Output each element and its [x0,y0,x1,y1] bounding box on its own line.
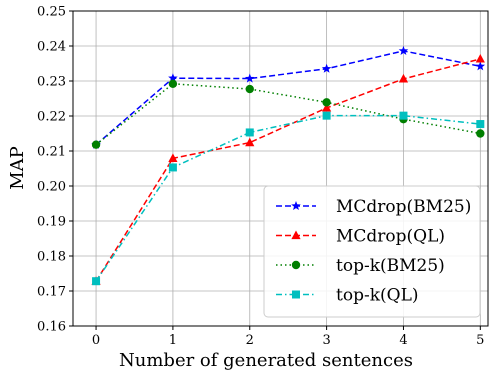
y-tick-label: 0.25 [37,5,66,20]
data-point [91,140,101,149]
legend-marker [291,260,301,270]
legend: MCdrop(BM25) MCdrop(QL) top-k(BM25) top-k(Q… [263,185,481,318]
y-tick-label: 0.19 [37,215,66,230]
legend-item: MCdrop(BM25) [276,197,471,217]
x-axis-title: Number of generated sentences [119,350,413,371]
series-top-k-ql [92,111,485,286]
series-mcdrop-bm25 [91,45,486,149]
series-line [95,58,481,282]
series-line [95,50,481,146]
data-point [398,73,409,83]
data-point [476,120,485,129]
data-point [245,128,254,137]
legend-marker [292,290,300,299]
legend-item: MCdrop(QL) [276,227,445,247]
y-axis-title: MAP [7,146,28,190]
data-point [476,129,485,138]
data-point [168,153,178,162]
y-tick-label: 0.23 [37,75,66,90]
y-tick-label: 0.22 [37,110,66,125]
legend-marker [291,201,301,211]
data-point [245,137,255,147]
data-point [322,102,332,112]
data-point [322,98,331,107]
data-point [475,61,486,71]
x-tick-label: 2 [246,333,254,348]
data-point [168,79,178,89]
x-tick-label: 1 [169,333,177,348]
data-point [168,73,178,83]
y-tick-label: 0.17 [37,285,66,300]
data-point [92,277,101,286]
x-tick-label: 3 [322,333,330,348]
series-layer [91,45,486,286]
legend-label: MCdrop(BM25) [336,197,471,217]
y-tick-label: 0.18 [37,250,66,265]
x-tick-label: 0 [92,333,100,348]
legend-item: top-k(QL) [276,286,419,306]
data-point [398,45,409,55]
legend-box [263,185,481,318]
legend-marker [291,230,301,240]
y-tick-label: 0.24 [37,40,66,55]
data-point [245,84,254,94]
data-point [321,63,332,73]
series-line [95,83,481,146]
legend-label: top-k(BM25) [336,256,445,276]
legend-label: top-k(QL) [336,286,419,306]
data-point [245,73,255,83]
x-tick-label: 4 [399,333,407,348]
plot-frame [72,10,489,327]
y-tick-label: 0.21 [37,145,66,160]
legend-label: MCdrop(QL) [336,227,445,247]
axes: 0.16 0.17 0.18 0.19 0.20 0.21 0.22 0.23 0.24 0.25… [37,5,484,349]
data-point [475,53,485,63]
x-tick-label: 5 [476,333,484,348]
series-line [95,114,481,282]
data-point [399,111,408,120]
data-point [322,111,331,120]
y-tick-label: 0.20 [37,180,66,195]
series-top-k-bm25 [91,79,485,149]
data-point [168,163,177,172]
y-tick-label: 0.16 [37,320,66,335]
legend-item: top-k(BM25) [276,256,445,276]
